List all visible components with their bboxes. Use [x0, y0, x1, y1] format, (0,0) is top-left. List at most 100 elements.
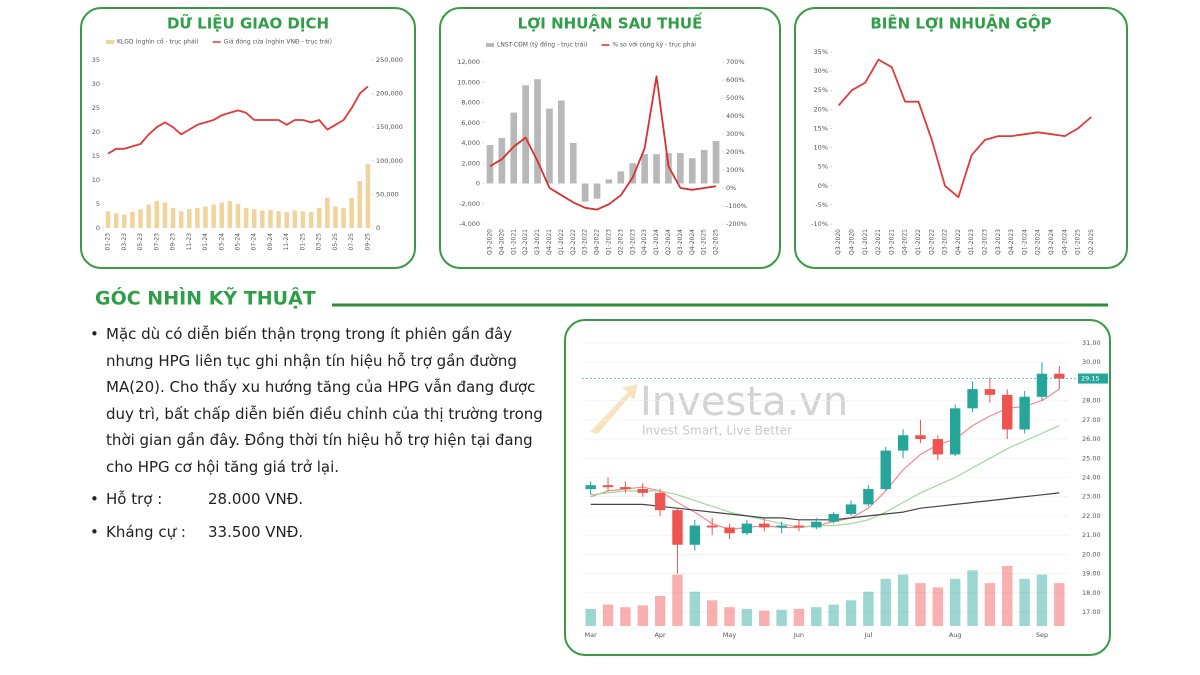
- candle-body: [828, 514, 839, 522]
- x-tick-label: Q3-2022: [942, 229, 949, 255]
- x-tick-label: Q4-2021: [902, 229, 909, 255]
- tick-label: 5: [96, 200, 100, 208]
- tick-label: 19.00: [1082, 570, 1101, 578]
- candle-body: [984, 389, 996, 395]
- tick-label: 200,000: [376, 90, 403, 98]
- candle-body: [932, 439, 944, 455]
- x-tick-label: Q1-2025: [701, 229, 708, 255]
- volume-bar: [845, 600, 857, 626]
- text-block: Mặc dù có diễn biến thận trọng trong ít …: [88, 321, 558, 551]
- tick-label: 28.00: [1082, 397, 1101, 405]
- tick-label: 22.00: [1082, 512, 1101, 520]
- x-tick-label: Q3-2021: [534, 229, 541, 255]
- candle-body: [811, 521, 822, 528]
- tick-label: 30: [92, 80, 100, 88]
- bar: [211, 204, 216, 228]
- bar: [276, 211, 281, 228]
- tick-label: -2,000: [459, 200, 480, 208]
- x-tick-label: Mar: [585, 631, 598, 639]
- x-tick-label: Jul: [863, 631, 872, 639]
- tick-label: 21.00: [1082, 531, 1101, 539]
- legend-label: % so với cùng kỳ - trục phải: [612, 42, 696, 49]
- tick-label: 0: [376, 224, 380, 232]
- x-tick-label: Q4-2024: [1061, 229, 1068, 255]
- line: [489, 75, 717, 211]
- label: Kháng cự :: [106, 522, 186, 541]
- bar: [113, 213, 119, 228]
- chart-title: BIÊN LỢI NHUẬN GỘP: [870, 13, 1051, 33]
- candle-body: [1002, 394, 1013, 430]
- moving-average: [590, 425, 1060, 529]
- bar: [325, 197, 330, 228]
- legend-label: Giá đóng cửa (nghìn VNĐ - trục trái): [224, 39, 332, 46]
- bar: [243, 207, 249, 228]
- bar: [227, 201, 233, 228]
- bar: [292, 210, 298, 228]
- x-tick-label: Q3-2023: [995, 229, 1002, 255]
- tick-label: 26.00: [1082, 435, 1101, 443]
- candle-body: [672, 510, 683, 545]
- tick-label: 15: [92, 152, 100, 160]
- volume-bar: [759, 610, 770, 626]
- panel-frame: [794, 7, 1128, 269]
- tick-label: 30%: [814, 67, 828, 75]
- legend-label: LNST-CĐM (tỷ đồng - trục trái): [497, 41, 587, 49]
- tick-label: 10: [92, 176, 100, 184]
- tick-label: 700%: [726, 58, 745, 66]
- x-tick-label: 01-24: [202, 233, 209, 251]
- bar: [593, 183, 601, 199]
- x-tick-label: Q3-2020: [835, 229, 842, 255]
- x-tick-label: Sep: [1036, 631, 1048, 639]
- x-tick-label: Q2-2023: [617, 229, 624, 255]
- bar: [316, 207, 322, 228]
- watermark: Investa.vn: [640, 379, 848, 425]
- x-tick-label: Q2-2025: [713, 229, 720, 255]
- volume-bar: [967, 570, 978, 626]
- bar: [357, 180, 363, 228]
- candle-body: [602, 485, 614, 488]
- tick-label: 0: [96, 224, 100, 232]
- watermark-logo: [590, 384, 638, 434]
- x-tick-label: Q3-2024: [1048, 229, 1055, 255]
- tick-label: 4,000: [461, 139, 480, 147]
- volume-bar: [863, 591, 874, 626]
- candle-body: [585, 485, 596, 490]
- bar: [122, 214, 127, 228]
- x-tick-label: 05-24: [235, 233, 242, 251]
- x-tick-label: Q4-2024: [689, 229, 696, 255]
- x-tick-label: Q3-2021: [888, 229, 895, 255]
- panel-frame: [439, 7, 781, 269]
- candle-body: [793, 525, 805, 528]
- bar: [365, 164, 371, 228]
- tick-label: 25%: [814, 86, 828, 94]
- bullet: Hỗ trợ : 28.000 VNĐ.: [88, 486, 558, 513]
- candle-body: [915, 435, 926, 440]
- bar: [534, 79, 541, 184]
- x-tick-label: 09-24: [267, 233, 274, 251]
- x-tick-label: Q2-2024: [665, 229, 672, 255]
- volume-bar: [672, 574, 683, 626]
- tick-label: 200%: [726, 148, 745, 156]
- x-tick-label: Jun: [793, 631, 804, 639]
- x-tick-label: May: [723, 631, 737, 639]
- volume-bar: [793, 608, 805, 626]
- x-tick-label: Q2-2022: [928, 229, 935, 255]
- candle-body: [724, 527, 735, 534]
- bar: [677, 153, 684, 184]
- candle-body: [880, 450, 891, 490]
- bullet: Kháng cự : 33.500 VNĐ.: [88, 519, 558, 546]
- volume-bar: [1054, 583, 1065, 626]
- bar: [186, 209, 192, 228]
- bar: [333, 206, 338, 228]
- tick-label: 35%: [814, 48, 828, 56]
- x-tick-label: 11-24: [283, 233, 290, 251]
- section-heading: GÓC NHÌN KỸ THUẬT: [95, 286, 316, 310]
- x-tick-label: Q1-2025: [1075, 229, 1082, 255]
- bar: [162, 202, 168, 228]
- bar: [688, 158, 696, 184]
- bar: [617, 171, 625, 184]
- x-tick-label: Q3-2020: [486, 229, 493, 255]
- tick-label: -10%: [811, 220, 828, 228]
